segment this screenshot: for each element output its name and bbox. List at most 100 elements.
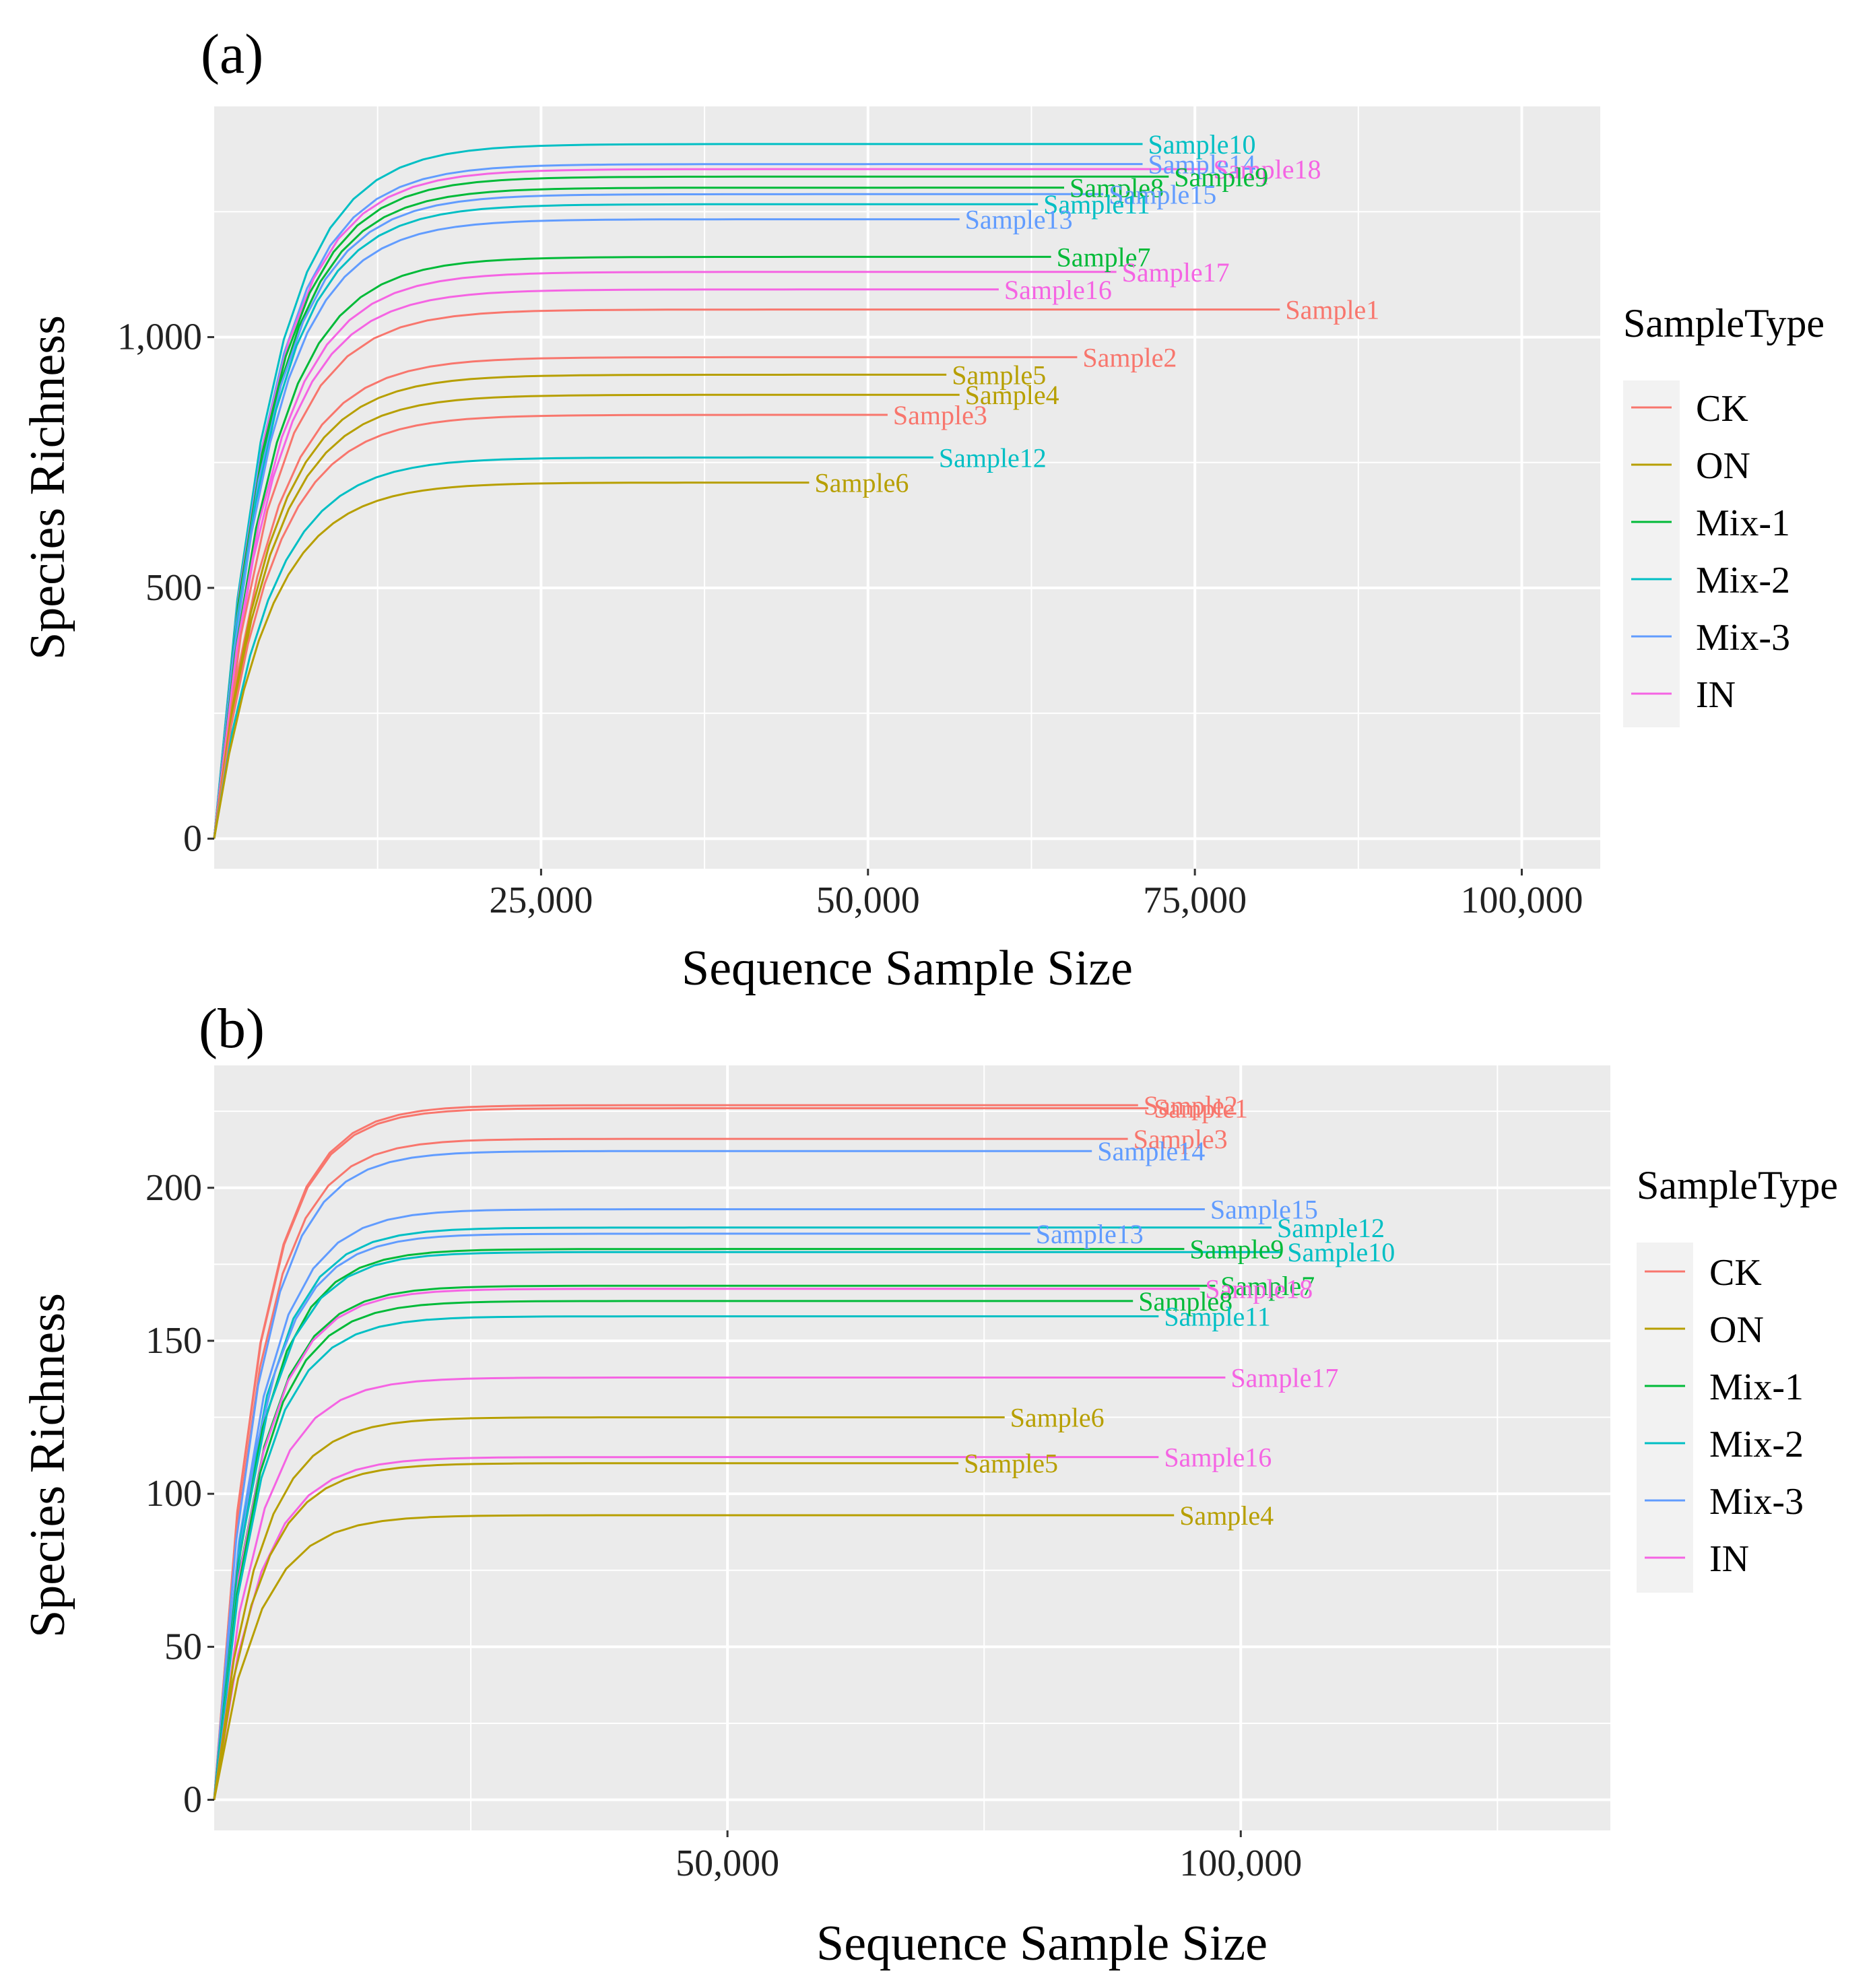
rarefaction-curve-sample1 (213, 1107, 1149, 1800)
curve-label-sample5: Sample5 (964, 1449, 1058, 1479)
curve-label-sample10: Sample10 (1287, 1237, 1395, 1267)
x-tick-label: 50,000 (816, 880, 920, 921)
panel-a-x-axis-title: Sequence Sample Size (682, 941, 1133, 996)
curve-label-sample16: Sample16 (1164, 1443, 1272, 1473)
curve-label-sample5: Sample5 (952, 360, 1046, 390)
curve-label-sample1: Sample1 (1154, 1094, 1248, 1124)
curve-label-sample8: Sample8 (1070, 173, 1164, 203)
rarefaction-curve-sample4 (213, 1514, 1175, 1800)
y-tick-label: 500 (145, 567, 202, 609)
legend-label-ck: CK (1709, 1252, 1762, 1294)
panel-b-x-axis-title: Sequence Sample Size (816, 1916, 1268, 1971)
x-tick-label: 50,000 (676, 1843, 779, 1884)
y-tick-label: 200 (145, 1167, 202, 1209)
panel-b-gridlines (214, 1065, 1610, 1830)
legend-label-mix-2: Mix-2 (1709, 1424, 1804, 1465)
rarefaction-curve-sample6 (213, 1416, 1005, 1800)
curve-label-sample9: Sample9 (1174, 162, 1268, 192)
y-tick-label: 100 (145, 1473, 202, 1515)
panel-b-y-ticks: 0 50 100 150 200 (145, 1167, 214, 1821)
legend-label-mix-3: Mix-3 (1696, 617, 1790, 659)
curve-label-sample8: Sample8 (1138, 1286, 1233, 1317)
legend-b-items: CK ON Mix-1 Mix-2 Mix-3 IN (1645, 1252, 1804, 1580)
legend-b-key-background (1637, 1242, 1693, 1593)
curve-label-sample14: Sample14 (1097, 1136, 1205, 1166)
legend-label-ck: CK (1696, 388, 1748, 430)
rarefaction-curve-sample17 (213, 1377, 1226, 1800)
panel-b-curves (213, 1104, 1282, 1800)
rarefaction-curve-sample18 (213, 1288, 1200, 1800)
curve-label-sample11: Sample11 (1043, 189, 1150, 220)
rarefaction-curve-sample1 (213, 308, 1280, 839)
panel-b-x-ticks: 50,000 100,000 (676, 1830, 1302, 1884)
curve-label-sample13: Sample13 (965, 205, 1073, 235)
panel-b: (b) Sample2Sample1Sample3Sample14Sample1… (20, 997, 1838, 1971)
rarefaction-curve-sample11 (213, 203, 1039, 839)
rarefaction-curve-sample13 (213, 218, 960, 839)
curve-label-sample2: Sample2 (1144, 1090, 1238, 1121)
curve-label-sample9: Sample9 (1189, 1234, 1284, 1265)
rarefaction-curve-sample14 (213, 1150, 1092, 1800)
rarefaction-curve-sample5 (213, 1462, 959, 1800)
rarefaction-curve-sample6 (213, 482, 810, 839)
rarefaction-curve-sample10 (213, 1251, 1282, 1800)
curve-label-sample3: Sample3 (1133, 1124, 1228, 1154)
panel-a-y-axis-title: Species Richness (20, 315, 75, 660)
rarefaction-curve-sample16 (213, 288, 999, 839)
legend-label-in: IN (1696, 674, 1736, 716)
rarefaction-curve-sample9 (213, 175, 1169, 839)
panel-b-letter: (b) (199, 997, 265, 1060)
curve-label-sample2: Sample2 (1082, 342, 1177, 372)
legend-label-in: IN (1709, 1538, 1749, 1580)
curve-label-sample7: Sample7 (1220, 1271, 1315, 1301)
rarefaction-curve-sample3 (213, 413, 888, 839)
panel-a: (a) Sample10Sample14Sample18Sample9Sampl… (20, 23, 1825, 996)
curve-label-sample18: Sample18 (1214, 154, 1321, 185)
panel-a-legend: SampleType CK ON Mix-1 Mix-2 Mix-3 IN (1623, 301, 1825, 727)
rarefaction-curve-sample7 (213, 1284, 1216, 1800)
legend-label-mix-3: Mix-3 (1709, 1481, 1804, 1523)
curve-label-sample16: Sample16 (1004, 275, 1112, 305)
rarefaction-curve-sample9 (213, 1248, 1185, 1800)
curve-label-sample17: Sample17 (1122, 257, 1230, 288)
curve-label-sample13: Sample13 (1036, 1219, 1144, 1249)
rarefaction-curve-sample14 (213, 163, 1143, 839)
panel-a-letter: (a) (201, 23, 263, 86)
curve-label-sample7: Sample7 (1057, 242, 1151, 272)
rarefaction-curve-sample7 (213, 255, 1051, 839)
rarefaction-curve-sample8 (213, 187, 1064, 839)
curve-label-sample17: Sample17 (1230, 1362, 1338, 1393)
curve-label-sample15: Sample15 (1109, 179, 1216, 209)
rarefaction-curve-sample5 (213, 373, 947, 839)
rarefaction-curve-sample2 (213, 1104, 1138, 1800)
legend-label-on: ON (1696, 445, 1750, 487)
curve-label-sample15: Sample15 (1210, 1195, 1318, 1225)
rarefaction-curve-sample4 (213, 393, 960, 839)
panel-b-legend: SampleType CK ON Mix-1 Mix-2 Mix-3 IN (1637, 1163, 1838, 1593)
rarefaction-curve-sample15 (213, 193, 1104, 839)
curve-label-sample3: Sample3 (893, 400, 987, 430)
panel-b-plot-background (214, 1065, 1610, 1830)
panel-a-x-ticks: 25,000 50,000 75,000 100,000 (489, 869, 1583, 921)
legend-label-mix-1: Mix-1 (1709, 1366, 1804, 1408)
curve-label-sample6: Sample6 (814, 468, 909, 498)
legend-label-on: ON (1709, 1309, 1764, 1351)
curve-label-sample1: Sample1 (1285, 295, 1379, 325)
rarefaction-curve-sample11 (213, 1315, 1159, 1800)
panel-a-curve-labels: Sample10Sample14Sample18Sample9Sample8Sa… (814, 129, 1379, 498)
curve-label-sample10: Sample10 (1148, 129, 1255, 160)
curve-label-sample12: Sample12 (939, 442, 1047, 473)
y-tick-label: 150 (145, 1320, 202, 1362)
rarefaction-curve-sample17 (213, 271, 1117, 839)
rarefaction-curve-sample2 (213, 356, 1078, 839)
legend-label-mix-2: Mix-2 (1696, 560, 1790, 601)
y-tick-label: 0 (183, 1779, 202, 1821)
y-tick-label: 1,000 (117, 317, 202, 358)
legend-b-title: SampleType (1637, 1163, 1838, 1207)
curve-label-sample4: Sample4 (1179, 1500, 1274, 1531)
rarefaction-curve-sample10 (213, 143, 1143, 839)
panel-b-y-axis-title: Species Richness (20, 1293, 75, 1638)
rarefaction-curve-sample12 (213, 456, 933, 839)
